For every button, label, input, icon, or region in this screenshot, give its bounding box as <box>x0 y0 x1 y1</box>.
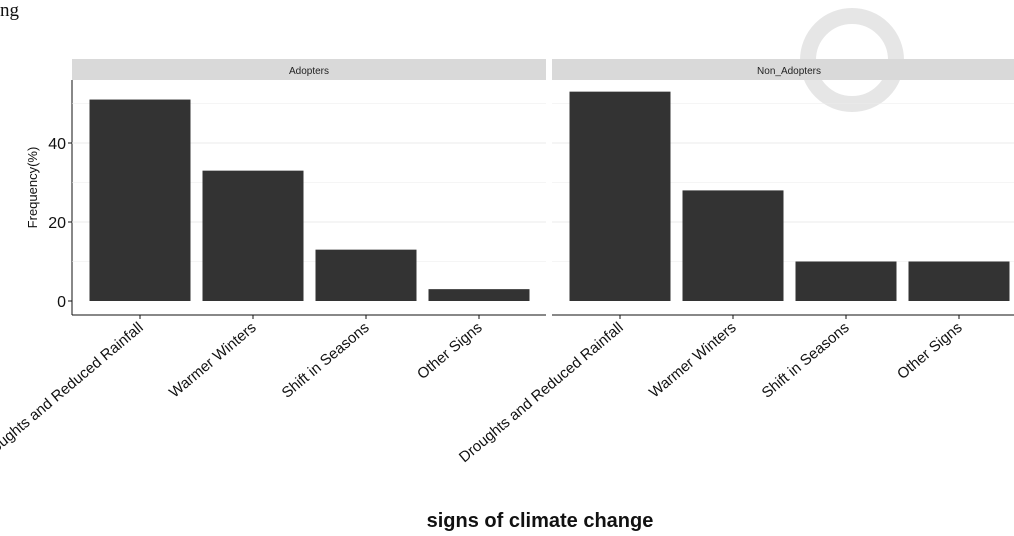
facet-strip <box>552 59 1014 80</box>
facet-strip <box>72 59 546 80</box>
x-tick-label: Warmer Winters <box>166 319 259 401</box>
facet-strip-label: Non_Adopters <box>757 66 821 77</box>
y-tick-label: 0 <box>57 294 66 311</box>
x-tick-label: Other Signs <box>414 319 486 383</box>
bar <box>89 99 191 301</box>
x-tick-label: Droughts and Reduced Rainfall <box>0 319 147 466</box>
y-axis-title: Frequency(%) <box>25 147 40 229</box>
x-tick-label: Droughts and Reduced Rainfall <box>456 319 627 466</box>
bar <box>202 170 304 301</box>
x-tick-label: Shift in Seasons <box>759 319 853 402</box>
x-tick-label: Other Signs <box>894 319 966 383</box>
y-tick-label: 20 <box>48 215 66 232</box>
y-tick-label: 40 <box>48 136 66 153</box>
x-tick-label: Warmer Winters <box>646 319 739 401</box>
bar <box>908 261 1010 301</box>
x-tick-label: Shift in Seasons <box>279 319 373 402</box>
x-axis-title: signs of climate change <box>427 510 654 532</box>
bar <box>428 289 530 301</box>
bar <box>795 261 897 301</box>
bar <box>569 91 671 302</box>
facet-strip-label: Adopters <box>289 66 329 77</box>
page-text-fragment: ng <box>0 0 19 21</box>
bar <box>682 190 784 301</box>
bar <box>315 249 417 301</box>
